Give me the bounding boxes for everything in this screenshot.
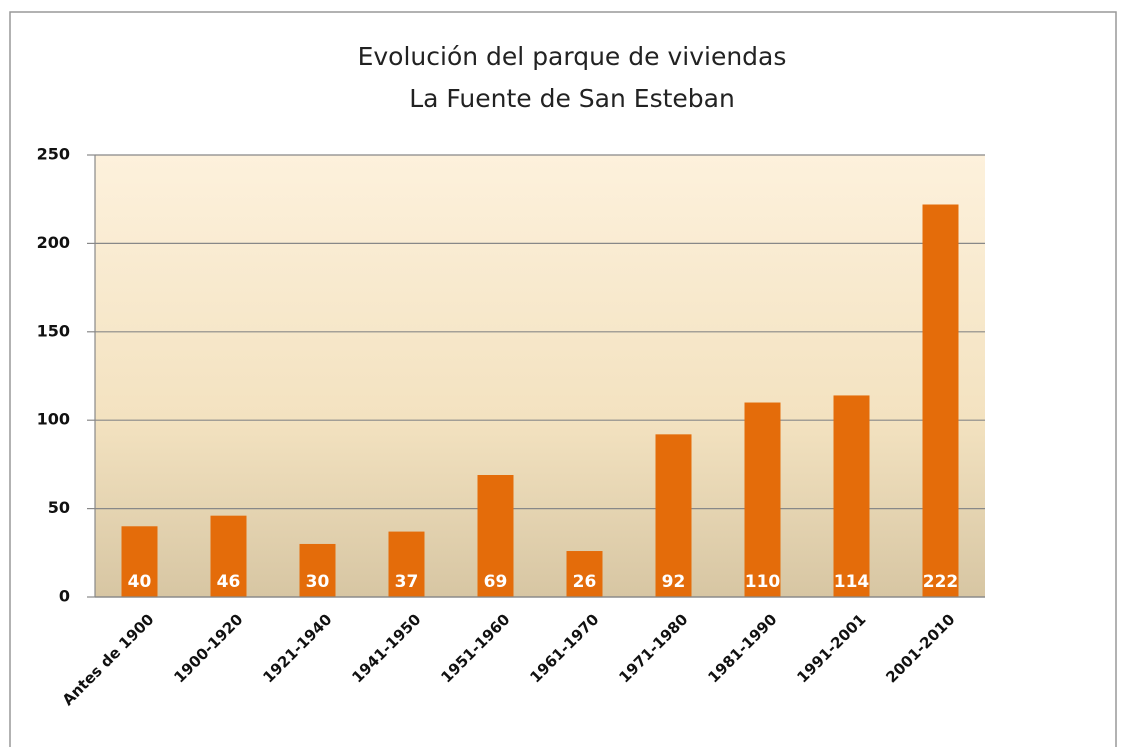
chart-title: Evolución del parque de viviendas: [358, 42, 787, 71]
data-label: 92: [662, 572, 686, 592]
x-tick-label: 1951-1960: [437, 610, 513, 686]
x-tick-label: 1971-1980: [615, 610, 691, 686]
x-tick-label: 1981-1990: [704, 610, 780, 686]
y-tick-label: 150: [37, 321, 70, 340]
bar: [833, 395, 870, 597]
bar: [388, 531, 425, 597]
x-tick-label: 1900-1920: [170, 610, 246, 686]
x-tick-label: 1961-1970: [526, 610, 602, 686]
data-label: 37: [395, 572, 419, 592]
chart-border: [9, 11, 1117, 747]
chart-subtitle: La Fuente de San Esteban: [409, 84, 735, 113]
x-tick-label: Antes de 1900: [59, 610, 158, 709]
x-tick-label: 2001-2010: [882, 610, 958, 686]
bar: [566, 551, 603, 597]
bar: [299, 543, 336, 597]
data-label: 69: [484, 572, 508, 592]
data-label: 30: [306, 572, 330, 592]
y-tick-label: 50: [48, 498, 70, 517]
y-tick-label: 200: [37, 233, 70, 252]
bar: [922, 204, 959, 597]
x-tick-label: 1991-2001: [793, 610, 869, 686]
bar: [477, 475, 514, 597]
y-tick-label: 0: [59, 587, 70, 606]
data-label: 110: [745, 572, 781, 592]
y-tick-label: 100: [37, 410, 70, 429]
data-label: 40: [128, 572, 152, 592]
bar: [210, 515, 247, 597]
x-tick-label: 1921-1940: [259, 610, 335, 686]
data-label: 222: [923, 572, 959, 592]
bar: [655, 434, 692, 597]
y-tick-label: 250: [37, 145, 70, 164]
data-label: 46: [217, 572, 241, 592]
bar: [744, 402, 781, 597]
bar: [121, 526, 158, 597]
x-tick-label: 1941-1950: [348, 610, 424, 686]
data-label: 114: [834, 572, 870, 592]
data-label: 26: [573, 572, 597, 592]
